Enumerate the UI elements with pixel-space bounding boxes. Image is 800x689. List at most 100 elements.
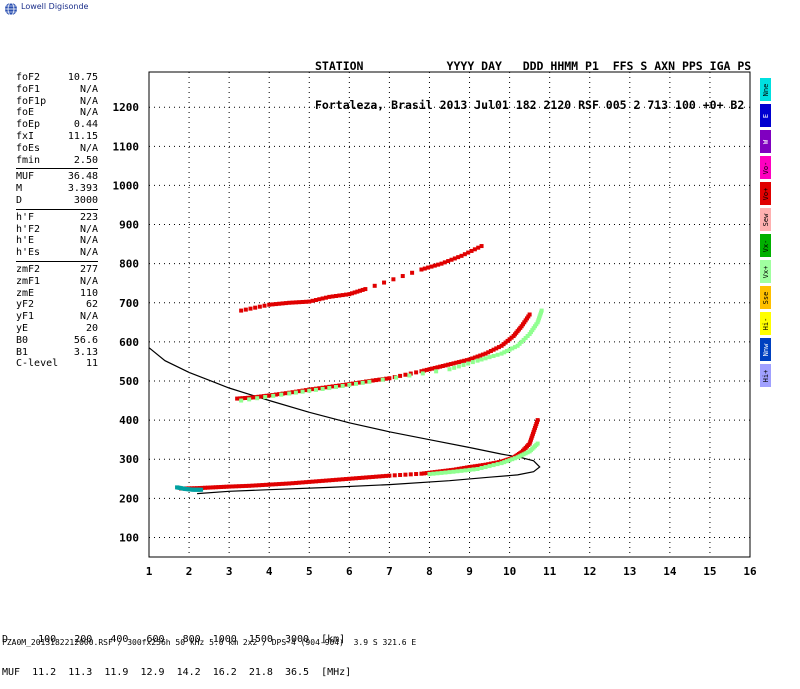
- param-label: D: [16, 194, 23, 206]
- param-value: N/A: [79, 83, 98, 95]
- trace-fill: [448, 468, 453, 473]
- param-label: h'Es: [16, 247, 41, 259]
- trace-fill: [350, 291, 355, 296]
- trace-fill: [273, 392, 278, 397]
- legend-label: Sew: [761, 213, 770, 226]
- param-row: foF1 N/A: [16, 84, 98, 96]
- param-label: foF2: [16, 72, 41, 83]
- param-label: h'F: [16, 211, 35, 223]
- trace-fill: [480, 463, 485, 468]
- legend-swatch: Nnw: [760, 338, 771, 361]
- footer-info: FZA0M_2013182212000.RSF / 300fx256h 50 k…: [2, 638, 417, 647]
- trace-point: [451, 361, 456, 366]
- param-row: fxI 11.15: [16, 131, 98, 143]
- trace-fill: [323, 385, 328, 390]
- trace-point: [247, 483, 252, 488]
- trace-fill: [438, 364, 443, 369]
- trace-fill: [440, 363, 445, 368]
- trace-fill: [333, 384, 338, 389]
- trace-fill: [260, 483, 265, 488]
- trace-fill: [374, 474, 379, 479]
- trace-fill: [333, 477, 338, 482]
- trace-fill: [432, 365, 437, 370]
- trace-fill: [290, 390, 295, 395]
- trace-fill: [280, 301, 285, 306]
- param-label: zmE: [16, 287, 35, 299]
- param-label: h'E: [16, 235, 35, 247]
- trace-fill: [488, 461, 493, 466]
- trace-fill: [494, 346, 499, 351]
- param-row: foE N/A: [16, 107, 98, 119]
- trace-fill: [317, 386, 322, 391]
- trace-fill: [247, 397, 252, 402]
- param-value: N/A: [79, 95, 98, 107]
- param-value: 62: [85, 299, 98, 311]
- trace-fill: [447, 470, 452, 475]
- trace-fill: [364, 475, 369, 480]
- trace-point: [427, 472, 432, 477]
- param-row: foF2 10.75: [16, 72, 98, 84]
- param-row: foF1p N/A: [16, 96, 98, 108]
- trace-fill: [459, 468, 464, 473]
- echo-traces: [175, 244, 544, 492]
- trace-fill: [354, 381, 359, 386]
- trace-fill: [487, 464, 492, 469]
- trace-point: [419, 369, 424, 374]
- param-label: foEp: [16, 119, 41, 131]
- trace-fill: [472, 247, 477, 252]
- trace-point: [419, 471, 424, 476]
- param-row: foEp 0.44: [16, 119, 98, 131]
- trace-fill: [472, 355, 477, 360]
- trace-fill: [255, 396, 260, 401]
- trace-fill: [219, 484, 224, 489]
- x-tick-label: 5: [306, 565, 313, 578]
- trace-fill: [243, 396, 248, 401]
- legend-label: Hi-: [761, 317, 770, 330]
- trace-point: [227, 484, 232, 489]
- y-tick-label: 300: [119, 453, 139, 466]
- trace-fill: [337, 477, 342, 482]
- trace-fill: [478, 353, 483, 358]
- muf-value-row: MUF 11.2 11.3 11.9 12.9 14.2 16.2 21.8 3…: [2, 667, 352, 678]
- param-label: foE: [16, 107, 35, 119]
- param-value: 11.15: [67, 130, 98, 142]
- trace-fill: [310, 387, 315, 392]
- trace-point: [287, 481, 292, 486]
- trace-fill: [243, 483, 248, 488]
- trace-point: [515, 343, 520, 348]
- trace-fill: [470, 464, 475, 469]
- param-label: yE: [16, 322, 29, 334]
- trace-point: [367, 379, 372, 384]
- trace-point: [327, 294, 332, 299]
- trace-fill: [360, 287, 365, 292]
- y-tick-label: 1000: [113, 179, 140, 192]
- trace-fill: [502, 460, 507, 465]
- trace-point: [239, 398, 244, 403]
- logo-text: Lowell Digisonde: [21, 2, 89, 11]
- param-group: foF2 10.75 foF1 N/A foF1p N/A foE N/A foEp 0.44 fx…: [16, 72, 98, 170]
- header-line-2: Fortaleza, Brasil 2013 Jul01 182 2120 RS…: [315, 98, 745, 112]
- trace-fill: [510, 457, 515, 462]
- trace-fill: [253, 483, 258, 488]
- trace-fill: [472, 464, 477, 469]
- trace-fill: [512, 456, 517, 461]
- legend-swatch: Vx-: [760, 234, 771, 257]
- trace-fill: [430, 366, 435, 371]
- trace-point: [483, 462, 488, 467]
- trace-fill: [333, 293, 338, 298]
- trace-fill: [303, 299, 308, 304]
- legend-label: Vx+: [761, 265, 770, 278]
- trace-fill: [297, 300, 302, 305]
- trace-fill: [478, 463, 483, 468]
- x-tick-label: 6: [346, 565, 353, 578]
- trace-fill: [475, 354, 480, 359]
- param-row: h'F2 N/A: [16, 224, 98, 236]
- trace-fill: [384, 473, 389, 478]
- param-value: N/A: [79, 142, 98, 154]
- param-row: fmin 2.50: [16, 155, 98, 167]
- trace-fill: [283, 301, 288, 306]
- trace-fill: [380, 377, 385, 382]
- param-value: 3000: [73, 194, 98, 206]
- trace-fill: [504, 459, 509, 464]
- trace-fill: [290, 481, 295, 486]
